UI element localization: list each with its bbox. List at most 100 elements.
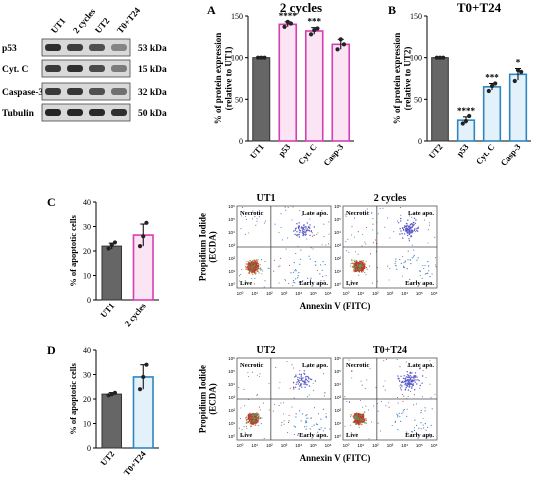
- flow-event: [301, 386, 303, 388]
- flow-event: [254, 264, 256, 266]
- flow-event: [296, 235, 299, 237]
- blot-band: [67, 109, 83, 116]
- flow-event: [406, 371, 408, 373]
- flow-event: [293, 367, 295, 369]
- flow-event: [249, 270, 251, 272]
- flow-event: [309, 279, 312, 281]
- flow-event: [397, 378, 399, 380]
- flow-event: [406, 226, 408, 228]
- flow-event: [252, 421, 254, 423]
- flow-y-tick-label: 10⁴: [334, 382, 341, 387]
- blot-protein-label: Tubulin: [2, 109, 35, 119]
- flow-event: [416, 383, 418, 385]
- flow-event: [278, 282, 280, 284]
- flow-event: [361, 418, 363, 420]
- flow-event: [395, 265, 397, 267]
- flow-event: [417, 226, 419, 228]
- flow-event: [362, 260, 364, 262]
- data-point: [315, 26, 320, 31]
- data-point: [434, 55, 439, 60]
- flow-event: [258, 375, 261, 377]
- flow-event: [377, 213, 379, 215]
- flow-event: [411, 225, 413, 228]
- flow-event: [424, 410, 426, 412]
- significance-label: ****: [457, 106, 476, 116]
- flow-event: [368, 438, 370, 440]
- flow-event: [372, 218, 374, 220]
- flow-y-tick-label: 10¹: [228, 269, 235, 274]
- flow-event: [282, 413, 285, 415]
- data-point: [341, 42, 347, 47]
- data-point: [308, 32, 314, 37]
- flow-dots: [344, 358, 436, 440]
- flow-dots: [238, 360, 331, 440]
- flow-event: [306, 228, 308, 230]
- flow-x-tick-label: 10³: [281, 443, 288, 448]
- flow-event: [238, 275, 241, 277]
- flow-event: [357, 253, 359, 255]
- flow-event: [412, 225, 415, 227]
- flow-event: [302, 228, 304, 230]
- flow-event: [263, 222, 266, 224]
- chart-title: T0+T24: [457, 0, 502, 15]
- flow-event: [311, 425, 313, 428]
- bar: [101, 245, 123, 301]
- flow-event: [299, 410, 301, 412]
- flow-x-tick-label: 10⁶: [325, 291, 332, 296]
- flow-y-axis-label: Propidium Iodide(ECDA): [197, 213, 217, 281]
- flow-event: [363, 262, 365, 265]
- flow-event: [422, 424, 424, 426]
- flow-event: [251, 265, 253, 267]
- flow-x-tick-label: 10⁴: [401, 443, 408, 448]
- flow-event: [406, 268, 408, 270]
- flow-event: [251, 278, 253, 280]
- flow-event: [303, 229, 305, 231]
- flow-event: [355, 418, 357, 420]
- flow-event: [303, 226, 305, 228]
- y-tick-label: 0: [239, 137, 243, 146]
- flow-event: [419, 366, 421, 368]
- flow-event: [351, 266, 354, 268]
- flow-event: [419, 384, 421, 387]
- flow-event: [255, 224, 257, 226]
- flow-y-tick-label: 10⁶: [334, 356, 341, 361]
- flow-event: [240, 215, 243, 217]
- flow-event: [413, 217, 416, 219]
- flow-event: [256, 393, 259, 396]
- flow-event: [363, 266, 365, 268]
- data-point: [285, 19, 290, 24]
- flow-event: [377, 232, 379, 234]
- data-point: [288, 21, 294, 26]
- flow-y-tick-label: 10³: [334, 243, 341, 248]
- flow-event: [356, 414, 358, 416]
- flow-event: [328, 221, 330, 223]
- flow-event: [404, 267, 406, 269]
- flow-event: [306, 238, 308, 240]
- flow-y-tick-label: 10¹: [334, 269, 341, 274]
- flow-event: [408, 374, 410, 377]
- flow-event: [403, 229, 405, 231]
- flow-event: [292, 382, 294, 384]
- data-point: [489, 83, 495, 89]
- flow-y-tick-label: 10²: [334, 408, 341, 413]
- flow-event: [357, 268, 359, 270]
- data-point: [515, 68, 521, 73]
- flow-event: [275, 367, 277, 369]
- flow-event: [402, 227, 404, 229]
- flow-event: [418, 368, 421, 370]
- flow-event: [320, 418, 322, 420]
- flow-event: [260, 269, 262, 271]
- flow-event: [357, 414, 360, 416]
- flow-event: [387, 217, 389, 219]
- flow-event: [353, 264, 355, 266]
- flow-event: [280, 226, 282, 228]
- flow-event: [300, 375, 302, 377]
- flow-event: [240, 274, 242, 276]
- flow-event: [414, 228, 416, 230]
- flow-event: [263, 437, 265, 440]
- flow-event: [413, 394, 415, 396]
- flow-event: [321, 269, 323, 271]
- flow-event: [354, 268, 356, 270]
- flow-event: [254, 261, 256, 263]
- flow-event: [309, 227, 311, 229]
